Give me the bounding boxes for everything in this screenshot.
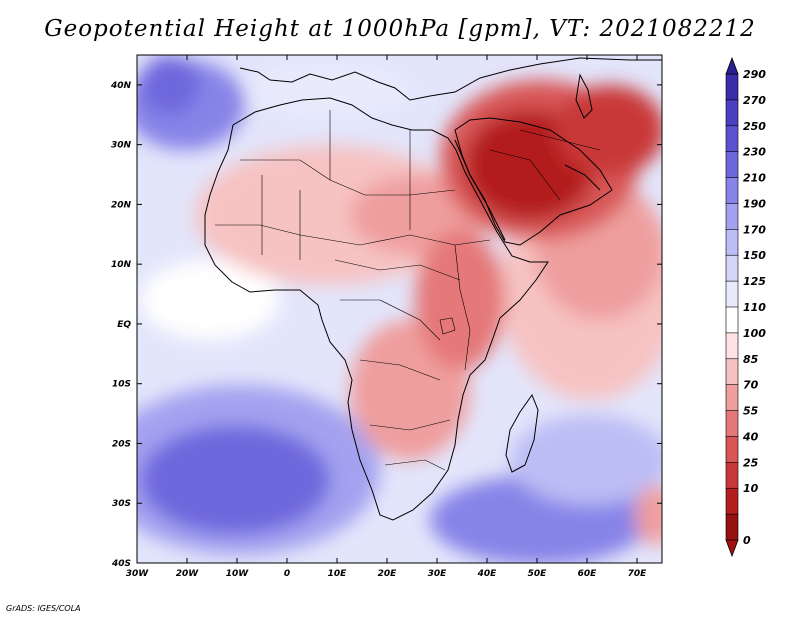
colorbar-swatch (725, 358, 739, 386)
lon-label: 10E (328, 569, 348, 579)
persian-gulf (564, 164, 601, 191)
red-sea-west (454, 139, 506, 241)
lon-label: 30W (126, 569, 150, 579)
europe-coastline (239, 57, 662, 101)
colorbar-label: 125 (743, 275, 766, 288)
colorbar-label: 70 (743, 379, 759, 392)
colorbar-label: 210 (743, 172, 766, 185)
colorbar-label: 170 (743, 223, 766, 236)
colorbar-label: 0 (743, 534, 751, 547)
colorbar-label: 55 (743, 405, 759, 418)
colorbar-label: 230 (743, 146, 766, 159)
colorbar-swatch (725, 73, 739, 101)
colorbar-swatch (725, 306, 739, 334)
colorbar-swatch (725, 254, 739, 282)
border-arabia-2 (519, 129, 601, 151)
border-arabia-1 (489, 149, 561, 201)
field-south-atlantic-inner (140, 425, 330, 535)
lat-label: 20N (111, 200, 132, 210)
country-borders (215, 110, 601, 471)
longitude-axis: 30W 20W 10W 0 10E 20E 30E 40E 50E 60E 70E (126, 55, 647, 579)
field-east-africa (415, 230, 505, 370)
field-north-atlantic-core (140, 55, 200, 115)
height-field (137, 55, 662, 563)
lon-label: 20E (378, 569, 398, 579)
lon-label: 40E (477, 569, 498, 579)
colorbar-top-arrow (725, 56, 739, 75)
colorbar-label: 40 (742, 430, 759, 443)
colorbar-swatch (725, 177, 739, 205)
chart-title: Geopotential Height at 1000hPa [gpm], VT… (44, 16, 756, 42)
lat-label: 40S (111, 559, 131, 569)
caspian-sea (575, 73, 593, 119)
lat-label: 30N (111, 141, 132, 151)
colorbar-label: 85 (743, 353, 759, 366)
colorbar-bottom-arrow (725, 539, 739, 558)
colorbar-swatch (725, 280, 739, 308)
colorbar-label: 150 (743, 249, 766, 262)
field-indian-south (510, 415, 662, 505)
field-tropical-atlantic (140, 260, 280, 340)
colorbar-label: 290 (743, 68, 766, 81)
colorbar-swatch (725, 203, 739, 231)
lon-label: 60E (578, 569, 598, 579)
credit-text: GrADS: IGES/COLA (6, 604, 81, 613)
field-iran (555, 85, 662, 175)
border-central-1 (334, 259, 461, 281)
lon-label: 20W (176, 569, 200, 579)
border-east-africa (454, 244, 471, 371)
colorbar-label: 25 (743, 456, 759, 469)
colorbar-swatch (725, 384, 739, 412)
map-frame (136, 54, 663, 564)
colorbar-swatch (725, 410, 739, 438)
field-mediterranean (250, 65, 410, 115)
lat-label: 10S (112, 380, 131, 390)
border-south-3 (384, 459, 446, 471)
border-congo (340, 299, 441, 341)
colorbar-swatch (725, 487, 739, 515)
coastlines (204, 57, 662, 521)
colorbar-swatch (725, 125, 739, 153)
colorbar-label: 250 (743, 120, 766, 133)
colorbar-swatch (725, 462, 739, 490)
colorbar-label: 110 (743, 301, 766, 314)
colorbar-swatch (725, 99, 739, 127)
latitude-axis: 40N 30N 20N 10N EQ 10S 20S 30S 40S (110, 81, 662, 569)
border-south-1 (359, 359, 441, 381)
lon-label: 70E (628, 569, 648, 579)
colorbar-swatch (725, 229, 739, 257)
lon-label: 50E (528, 569, 548, 579)
africa-coastline (204, 97, 549, 521)
lat-label: 30S (112, 499, 131, 509)
colorbar-label: 270 (743, 94, 766, 107)
lon-label: 0 (284, 569, 290, 579)
lake-victoria (439, 317, 456, 335)
colorbar-swatch (725, 151, 739, 179)
arabia-coastline (454, 117, 613, 246)
colorbar-swatch (725, 436, 739, 464)
lat-label: 20S (112, 439, 131, 449)
lat-label: 40N (110, 81, 132, 91)
border-north-africa-1 (240, 159, 456, 196)
colorbar-label: 190 (743, 197, 766, 210)
colorbar-swatch (725, 513, 739, 541)
colorbar: 2902702502302101901701501251101008570554… (725, 56, 766, 558)
madagascar-coastline (505, 393, 539, 473)
lat-label: EQ (117, 320, 131, 330)
colorbar-swatch (725, 332, 739, 360)
colorbar-label: 100 (743, 327, 766, 340)
lon-label: 10W (226, 569, 250, 579)
field-sw-indian-warm (635, 485, 662, 545)
lon-label: 30E (428, 569, 448, 579)
colorbar-label: 10 (743, 482, 759, 495)
border-south-2 (369, 419, 451, 431)
lat-label: 10N (111, 260, 132, 270)
